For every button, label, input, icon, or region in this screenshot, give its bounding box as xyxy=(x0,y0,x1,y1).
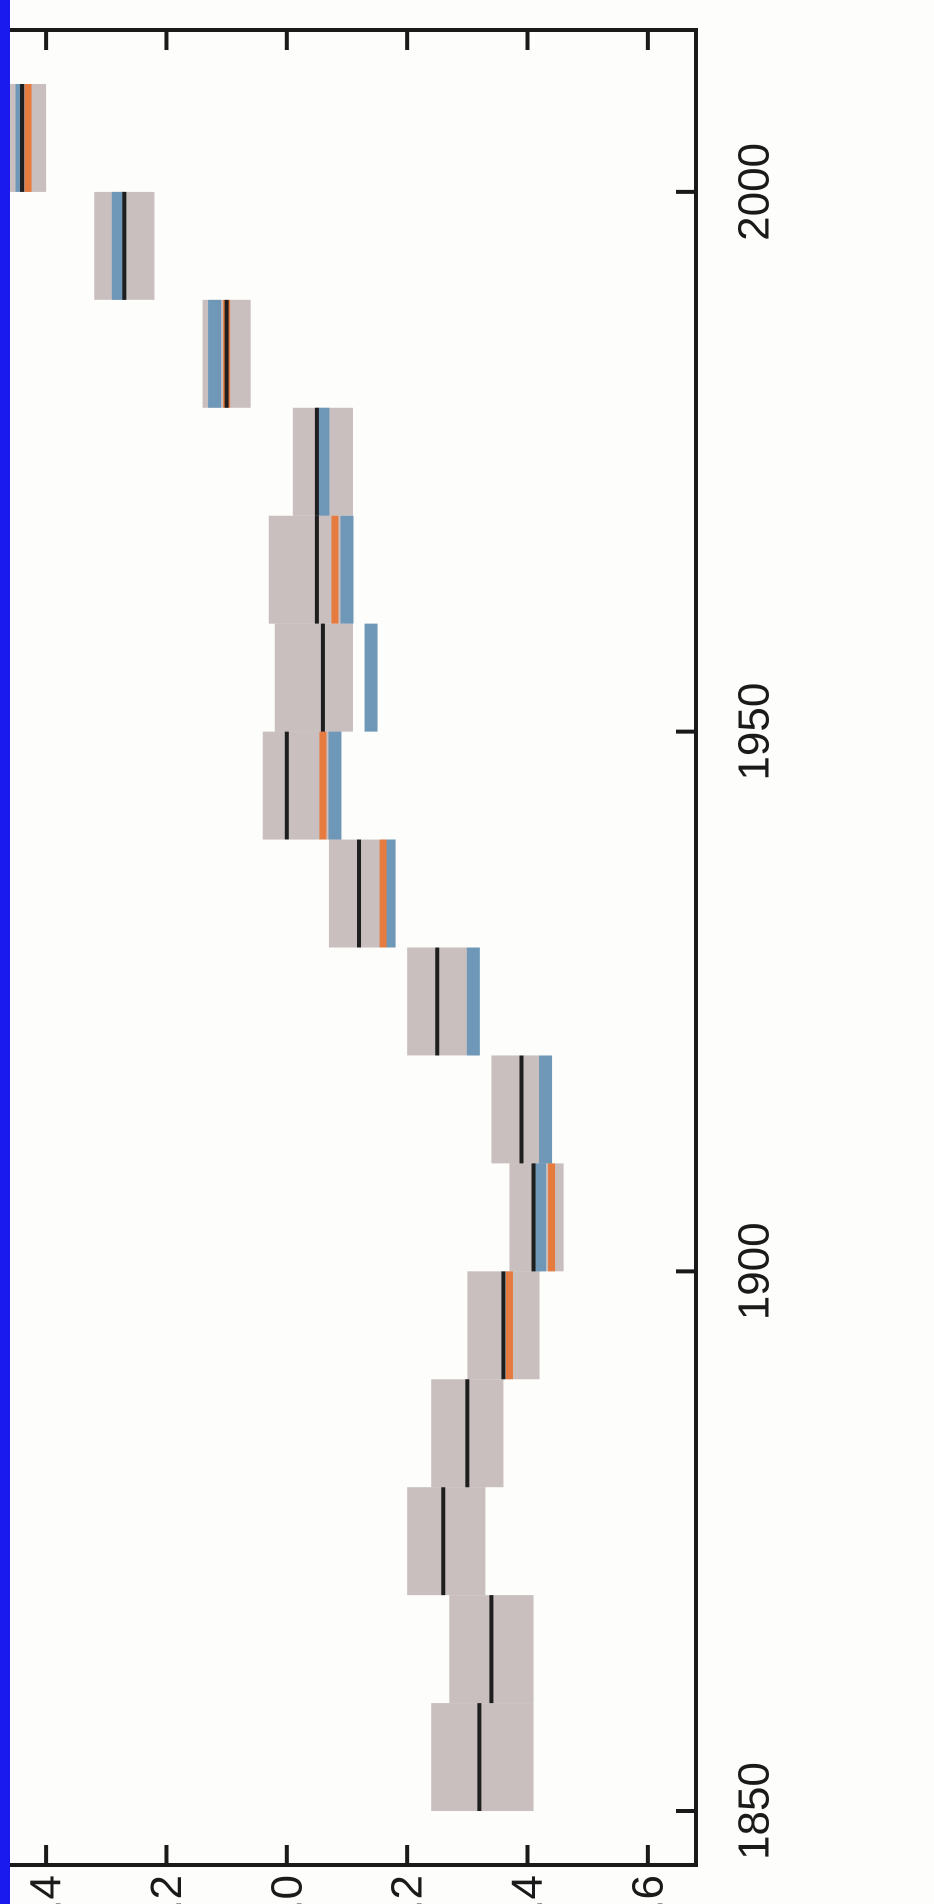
uncertainty-band-1855 xyxy=(431,1703,534,1812)
y-tick-label-2: 0.0 xyxy=(262,1875,311,1904)
y-tick-label-4: -0.4 xyxy=(503,1875,552,1904)
plot-area-border xyxy=(10,28,698,1867)
uncertainty-band-1955 xyxy=(274,623,353,732)
x-axis-ticks: 1850 1900 1950 2000 xyxy=(676,143,779,1860)
estimate-marks xyxy=(15,83,556,1812)
y-tick-label-0: 0.4 xyxy=(22,1875,71,1904)
uncertainty-band-1965 xyxy=(268,515,341,624)
y-tick-label-3: -0.2 xyxy=(383,1875,432,1904)
x-tick-label-2000: 2000 xyxy=(730,143,779,241)
y-tick-label-5: -0.6 xyxy=(623,1875,672,1904)
uncertainty-bands xyxy=(10,83,564,1812)
chart-frame: 1850 1900 1950 2000 0.4 0.2 0.0 -0.2 -0.4 -0.6 xyxy=(10,0,934,1904)
decadal-chart: 1850 1900 1950 2000 0.4 0.2 0.0 -0.2 -0.4 -0.6 xyxy=(10,28,779,1904)
x-tick-label-1850: 1850 xyxy=(730,1762,779,1860)
x-tick-label-1950: 1950 xyxy=(730,683,779,781)
uncertainty-band-1945 xyxy=(262,731,341,840)
y-axis-ticks: 0.4 0.2 0.0 -0.2 -0.4 -0.6 xyxy=(22,30,672,1904)
y-tick-label-1: 0.2 xyxy=(142,1875,191,1904)
x-tick-label-1900: 1900 xyxy=(730,1222,779,1320)
uncertainty-band-1875 xyxy=(407,1487,486,1596)
